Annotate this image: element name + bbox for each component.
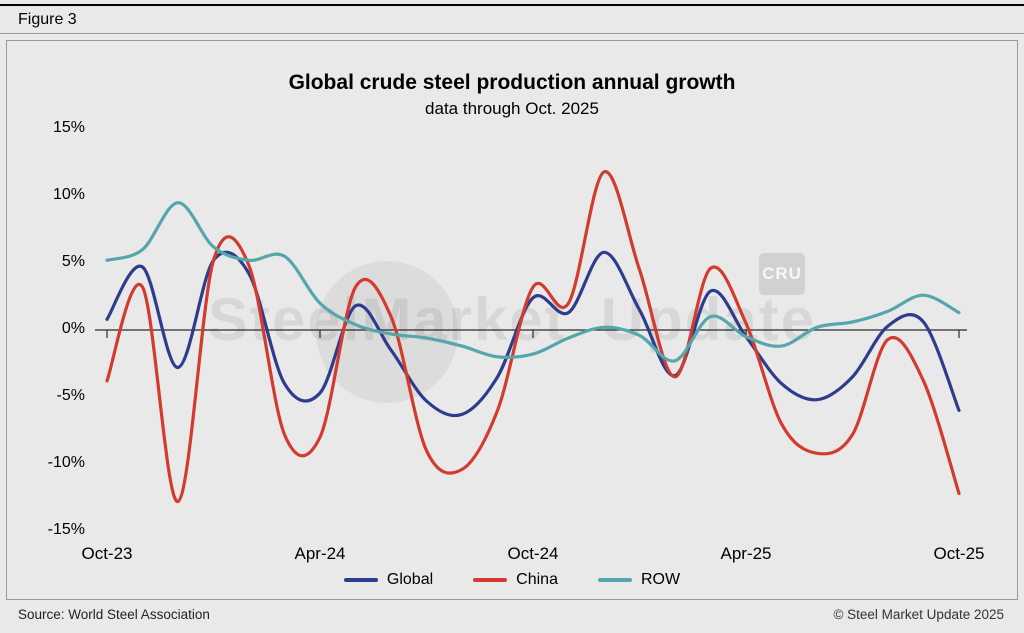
cru-watermark-badge: CRU (759, 253, 805, 295)
watermark-text: SteelMarket Update (7, 285, 1017, 354)
y-axis-tick-label: 10% (52, 186, 85, 203)
source-note: Source: World Steel Association (18, 607, 210, 622)
top-rule (0, 4, 1024, 6)
y-axis-tick-label: -5% (56, 387, 85, 404)
legend-label: Global (386, 571, 434, 588)
legend-label: ROW (640, 571, 681, 588)
figure-label: Figure 3 (18, 11, 77, 28)
x-axis-tick-label: Oct-24 (507, 544, 559, 563)
legend-label: China (516, 571, 558, 588)
x-axis-tick-label: Oct-23 (81, 544, 133, 563)
chart-title: Global crude steel production annual gro… (288, 71, 736, 94)
y-axis-tick-label: -10% (47, 454, 85, 471)
chart-canvas (95, 170, 967, 504)
legend-item-global: Global (343, 571, 434, 589)
chart-box: SteelMarket Update CRU Global crude stee… (6, 40, 1018, 600)
y-axis-tick-label: 5% (61, 253, 85, 270)
y-axis-tick-label: 15% (52, 119, 85, 136)
legend-line-swatch (343, 578, 378, 582)
legend-item-row: ROW (597, 571, 681, 589)
series-line-row (105, 201, 961, 363)
y-axis-tick-label: 0% (61, 320, 85, 337)
x-axis-tick-label: Apr-24 (294, 544, 346, 563)
chart-legend: Global China ROW (7, 571, 1017, 589)
x-axis-tick-label: Oct-25 (933, 544, 985, 563)
legend-line-swatch (473, 578, 508, 582)
x-axis-tick-label: Apr-25 (720, 544, 772, 563)
legend-item-china: China (473, 571, 558, 589)
legend-line-swatch (597, 578, 632, 582)
y-axis-tick-label: -15% (47, 521, 85, 538)
chart-subtitle: data through Oct. 2025 (425, 99, 599, 118)
copyright-note: © Steel Market Update 2025 (833, 607, 1004, 622)
header-rule (0, 33, 1024, 34)
